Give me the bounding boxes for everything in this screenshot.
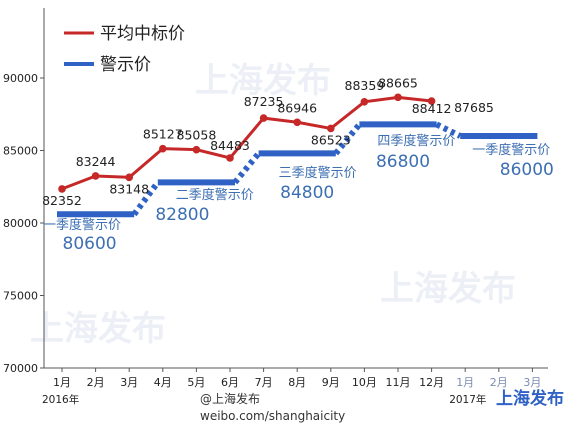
warning-price-name: 三季度警示价 [279, 165, 357, 181]
x-tick-label: 8月 [288, 376, 306, 389]
average-price-label: 86523 [311, 132, 351, 147]
warning-price-name: 一季度警示价 [43, 217, 121, 233]
x-tick-label: 9月 [322, 376, 340, 389]
average-price-label: 84483 [210, 138, 250, 153]
average-price-label: 87235 [244, 94, 284, 109]
warning-price-name: 一季度警示价 [472, 142, 550, 158]
average-price-series [58, 93, 436, 193]
year-label: 2017年 [449, 393, 486, 406]
watermark-lower: 上海发布 [30, 309, 166, 349]
average-price-label: 85058 [177, 128, 217, 143]
x-tick-label: 2月 [87, 376, 105, 389]
average-price-point [159, 144, 167, 153]
x-tick-label: 1月 [456, 376, 474, 389]
x-tick-label: 12月 [419, 376, 444, 389]
warning-price-value: 86800 [376, 152, 430, 172]
credit-handle: @上海发布 [200, 391, 260, 406]
average-price-point [91, 172, 100, 180]
x-tick-label: 2月 [490, 376, 508, 389]
y-tick-label: 75000 [3, 290, 38, 303]
legend-label-warning: 警示价 [100, 55, 151, 75]
warning-price-series [57, 121, 538, 218]
average-price-point [192, 145, 201, 154]
warning-price-value: 80600 [63, 234, 117, 254]
y-tick-label: 85000 [3, 145, 38, 158]
average-price-label: 82352 [42, 193, 82, 208]
average-price-label: 83244 [76, 154, 116, 169]
x-tick-label: 1月 [53, 376, 71, 389]
warning-price-value: 82800 [155, 205, 209, 225]
x-tick-label: 10月 [352, 376, 377, 389]
warning-price-name: 二季度警示价 [176, 187, 254, 203]
warning-price-value: 84800 [280, 183, 334, 203]
average-price-point [327, 124, 335, 133]
average-price-point [394, 93, 402, 102]
x-tick-label: 3月 [120, 376, 138, 389]
axes: 70000 75000 80000 85000 90000 1月 2月 3月 4月 5月 6月 7月 8… [3, 8, 548, 406]
x-tick-label: 7月 [255, 376, 273, 389]
average-price-point [293, 118, 302, 127]
x-tick-label: 5月 [187, 376, 205, 389]
warning-price-transition [232, 151, 261, 185]
legend: 平均中标价 警示价 [64, 24, 185, 75]
warning-price-value: 86000 [500, 160, 554, 180]
warning-price-transition [131, 180, 161, 217]
watermark-right: 上海发布 [380, 269, 516, 309]
average-price-point [360, 97, 369, 106]
x-tick-label: 6月 [221, 376, 239, 389]
watermark: 上海发布 [195, 61, 331, 101]
average-price-label: 83148 [109, 181, 149, 196]
average-price-label: 86946 [277, 100, 317, 115]
average-price-label: 88359 [345, 78, 385, 93]
warning-price-name: 四季度警示价 [377, 133, 455, 149]
average-price-label: 88665 [378, 75, 418, 90]
x-tick-label: 4月 [154, 376, 172, 389]
brand-logo: 上海发布 [496, 388, 564, 409]
average-price-point [259, 114, 268, 122]
average-price-point [427, 97, 436, 105]
x-tick-label: 11月 [386, 376, 411, 389]
legend-label-average: 平均中标价 [100, 24, 185, 44]
average-price-line [61, 95, 432, 191]
average-price-point [226, 154, 234, 162]
average-price-point [58, 185, 66, 193]
average-price-label: 88412 [412, 101, 452, 116]
y-tick-label: 80000 [3, 217, 38, 230]
credit-url: weibo.com/shanghaicity [200, 409, 345, 423]
average-price-point [125, 173, 133, 182]
x-tick-label: 3月 [523, 376, 541, 389]
y-tick-label: 90000 [3, 72, 38, 85]
average-price-label: 85127 [143, 127, 183, 142]
average-price-extra-label: 87685 [454, 100, 494, 115]
warning-price-transition [333, 122, 362, 156]
y-tick-label: 70000 [3, 362, 38, 375]
year-label: 2016年 [42, 393, 79, 406]
